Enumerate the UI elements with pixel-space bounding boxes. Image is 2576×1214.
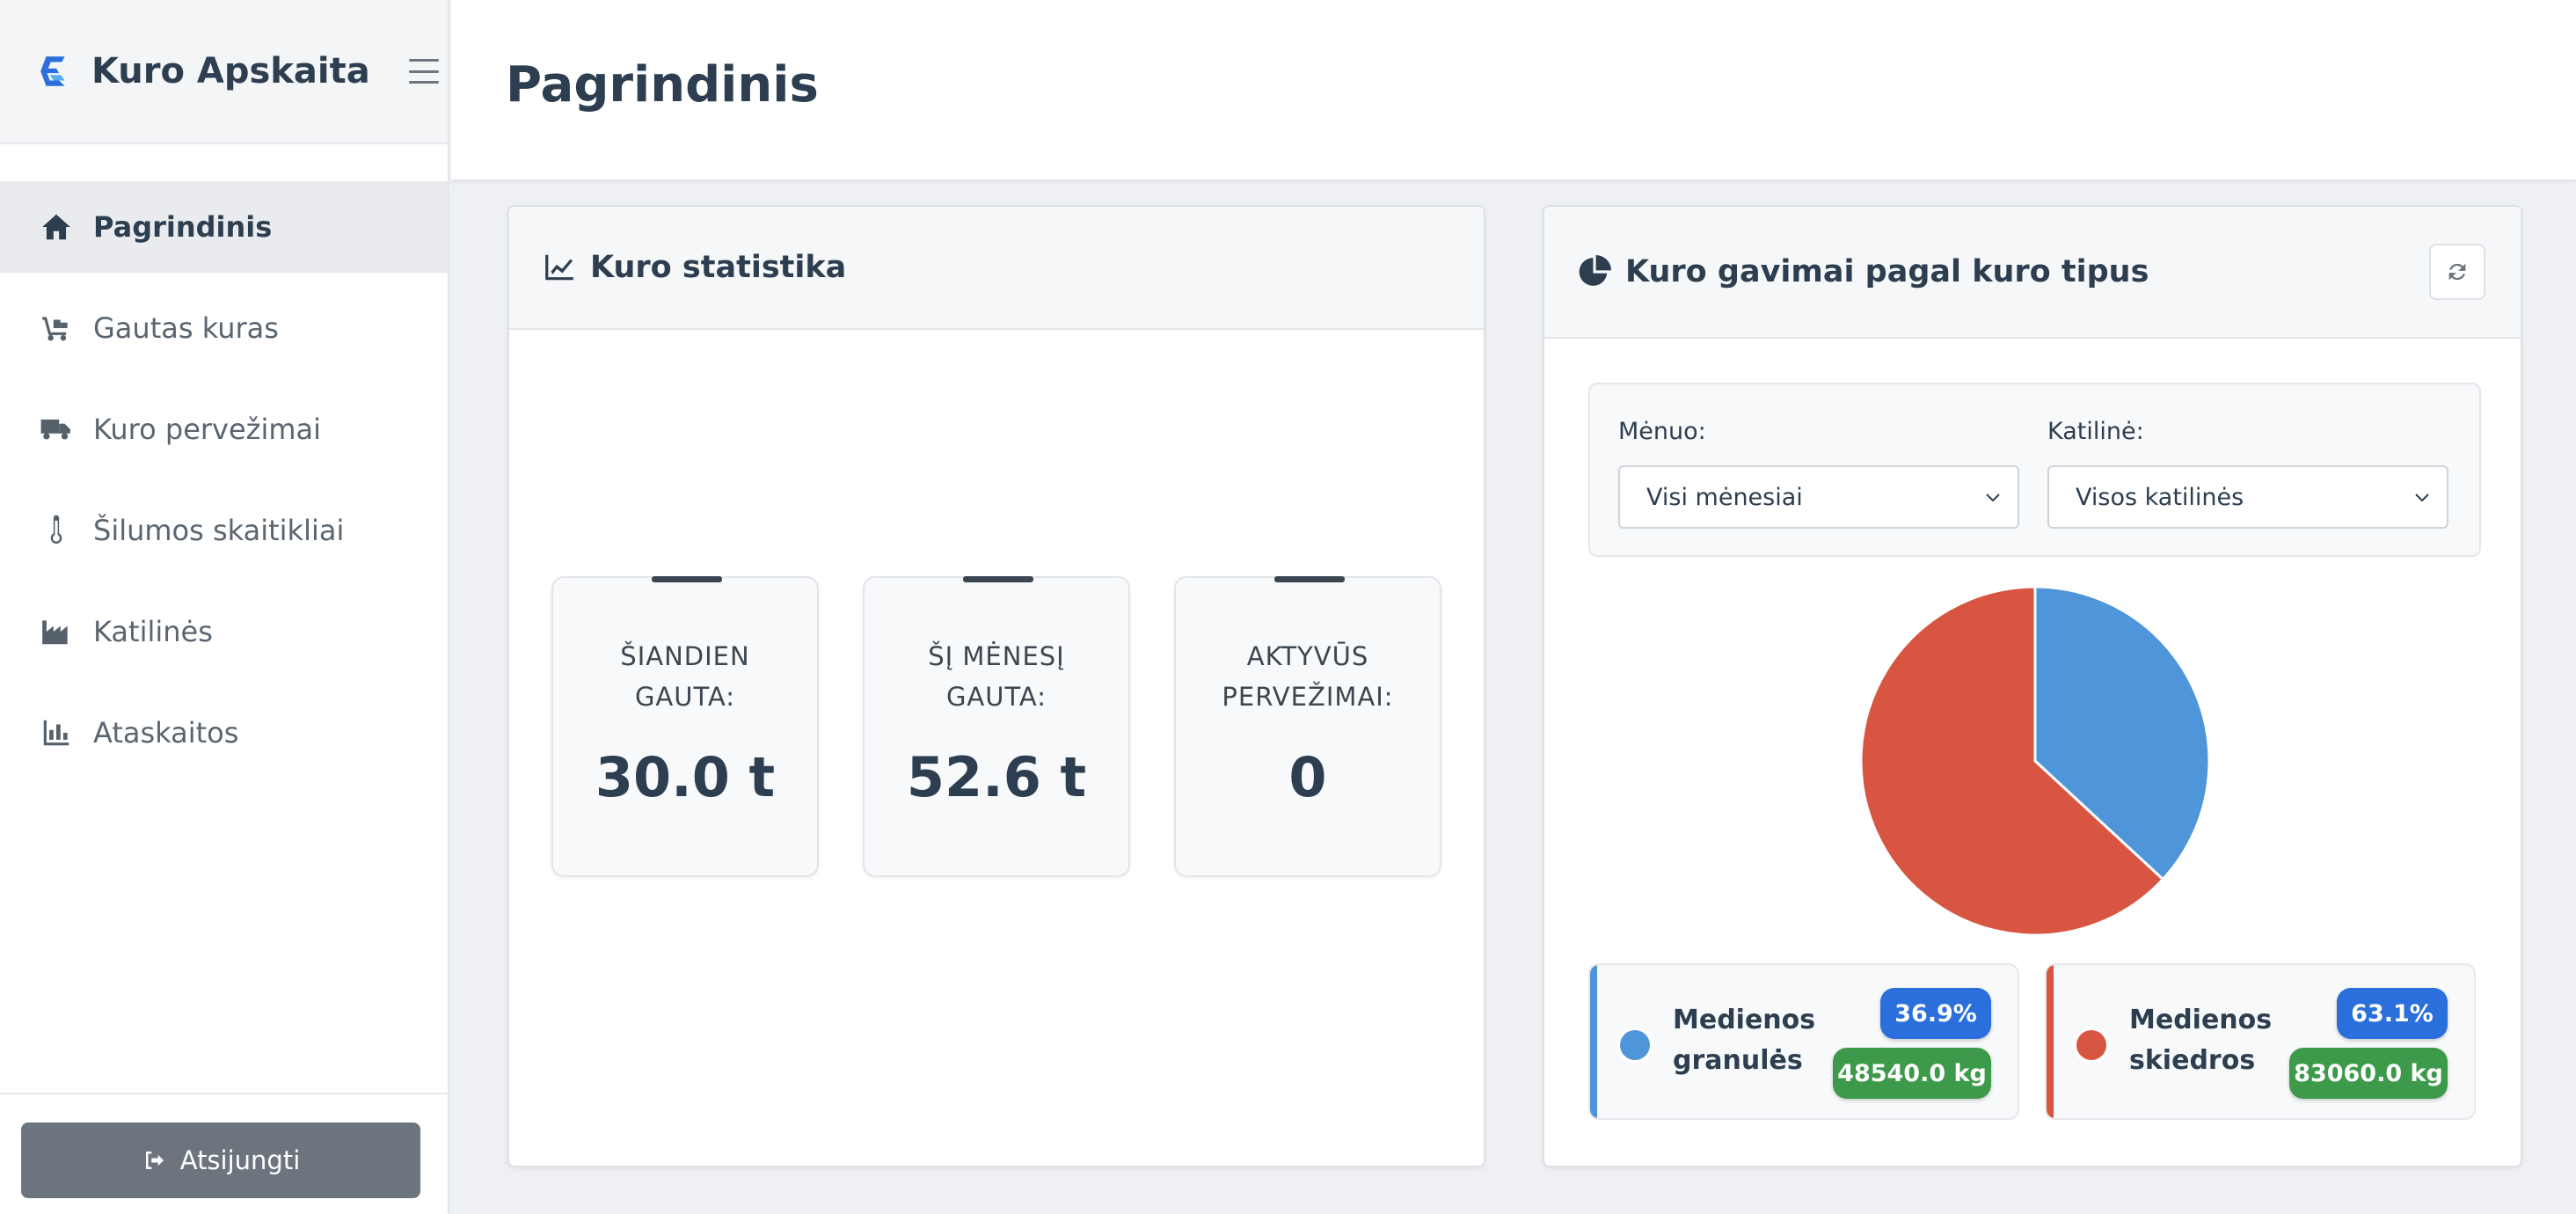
- percent-badge: 63.1%: [2337, 988, 2448, 1039]
- legend-color-dot: [1620, 1030, 1650, 1060]
- sidebar-nav: Pagrindinis Gautas kuras Kuro pervežimai…: [0, 181, 448, 788]
- industry-icon: [39, 614, 74, 649]
- truck-loading-icon: [39, 311, 74, 346]
- sidebar-item-label: Katilinės: [93, 615, 213, 648]
- brand-bar: Kuro Apskaita: [0, 0, 448, 144]
- sidebar-item-label: Ataskaitos: [93, 716, 239, 750]
- stats-card-header: Kuro statistika: [509, 207, 1484, 330]
- fuel-types-card: Kuro gavimai pagal kuro tipus Mėnuo: Vis…: [1543, 205, 2522, 1167]
- chevron-down-icon: [2415, 494, 2429, 502]
- sign-out-icon: [145, 1152, 164, 1169]
- stat-accent-bar: [1274, 576, 1345, 582]
- filter-panel: Mėnuo: Visi mėnesiai Katilinė: Visos kat…: [1588, 383, 2481, 557]
- percent-badge: 36.9%: [1880, 988, 1991, 1039]
- stat-label: AKTYVŪS PERVEŽIMAI:: [1222, 641, 1394, 712]
- legend-name: Medienos skiedros: [2129, 1005, 2273, 1076]
- legend-stripe: [2047, 965, 2054, 1118]
- chevron-down-icon: [1986, 494, 2000, 502]
- boiler-select[interactable]: Visos katilinės: [2047, 465, 2448, 529]
- legend-item-granules: Medienos granulės 36.9% 48540.0 kg: [1588, 963, 2019, 1120]
- sidebar-item-gautas-kuras[interactable]: Gautas kuras: [0, 282, 448, 374]
- fuel-pie-chart: [1859, 585, 2211, 937]
- stat-value: 52.6 t: [906, 745, 1087, 809]
- fuel-card-header: Kuro gavimai pagal kuro tipus: [1544, 207, 2521, 339]
- sidebar-item-pagrindinis[interactable]: Pagrindinis: [0, 181, 448, 273]
- stat-month: ŠĮ MĖNESĮ GAUTA: 52.6 t: [863, 576, 1130, 877]
- stat-label: ŠIANDIEN GAUTA:: [620, 641, 750, 712]
- refresh-icon: [2448, 263, 2466, 281]
- pie-chart-icon: [1578, 255, 1611, 289]
- stat-active-transports: AKTYVŪS PERVEŽIMAI: 0: [1174, 576, 1441, 877]
- logout-button[interactable]: Atsijungti: [21, 1123, 420, 1198]
- truck-icon: [39, 412, 74, 447]
- sidebar: Kuro Apskaita Pagrindinis Gautas kuras K…: [0, 0, 449, 1214]
- boiler-select-value: Visos katilinės: [2076, 483, 2244, 511]
- sidebar-item-label: Gautas kuras: [93, 311, 279, 345]
- sidebar-item-label: Pagrindinis: [93, 210, 273, 244]
- legend-color-dot: [2076, 1030, 2106, 1060]
- amount-badge: 83060.0 kg: [2289, 1048, 2448, 1099]
- amount-badge: 48540.0 kg: [1833, 1048, 1991, 1099]
- pie-slice-1[interactable]: [2033, 585, 2211, 881]
- fuel-card-title: Kuro gavimai pagal kuro tipus: [1625, 254, 2149, 289]
- bar-chart-icon: [39, 715, 74, 750]
- month-select[interactable]: Visi mėnesiai: [1618, 465, 2019, 529]
- home-icon: [39, 209, 74, 245]
- line-chart-icon: [543, 251, 576, 284]
- page-title: Pagrindinis: [506, 56, 819, 113]
- stat-accent-bar: [963, 576, 1033, 582]
- legend-stripe: [1590, 965, 1597, 1118]
- app-title: Kuro Apskaita: [91, 51, 370, 91]
- sidebar-item-katilines[interactable]: Katilinės: [0, 586, 448, 677]
- stats-card: Kuro statistika ŠIANDIEN GAUTA: 30.0 t Š…: [507, 205, 1485, 1167]
- stat-value: 0: [1288, 745, 1327, 809]
- stat-value: 30.0 t: [595, 745, 776, 809]
- sidebar-item-ataskaitos[interactable]: Ataskaitos: [0, 687, 448, 779]
- sidebar-item-label: Kuro pervežimai: [93, 413, 322, 446]
- page-header: Pagrindinis: [451, 0, 2576, 181]
- thermometer-icon: [39, 513, 74, 548]
- sidebar-footer: Atsijungti: [0, 1093, 448, 1214]
- stats-card-title: Kuro statistika: [590, 250, 847, 285]
- month-select-value: Visi mėnesiai: [1646, 483, 1803, 511]
- brand-logo-icon: [40, 56, 65, 86]
- boiler-filter-label: Katilinė:: [2047, 418, 2144, 445]
- sidebar-item-silumos-skaitikliai[interactable]: Šilumos skaitikliai: [0, 485, 448, 576]
- month-filter-label: Mėnuo:: [1618, 418, 1706, 445]
- sidebar-item-kuro-pervezimai[interactable]: Kuro pervežimai: [0, 384, 448, 475]
- logout-label: Atsijungti: [179, 1145, 301, 1175]
- stat-accent-bar: [652, 576, 722, 582]
- stat-label: ŠĮ MĖNESĮ GAUTA:: [928, 641, 1065, 712]
- stat-today: ŠIANDIEN GAUTA: 30.0 t: [551, 576, 819, 877]
- sidebar-item-label: Šilumos skaitikliai: [93, 514, 345, 547]
- pie-slice-2[interactable]: [1859, 585, 2165, 937]
- legend-item-chips: Medienos skiedros 63.1% 83060.0 kg: [2045, 963, 2476, 1120]
- menu-toggle-icon[interactable]: [408, 59, 439, 84]
- legend-name: Medienos granulės: [1673, 1005, 1816, 1076]
- refresh-button[interactable]: [2429, 244, 2485, 300]
